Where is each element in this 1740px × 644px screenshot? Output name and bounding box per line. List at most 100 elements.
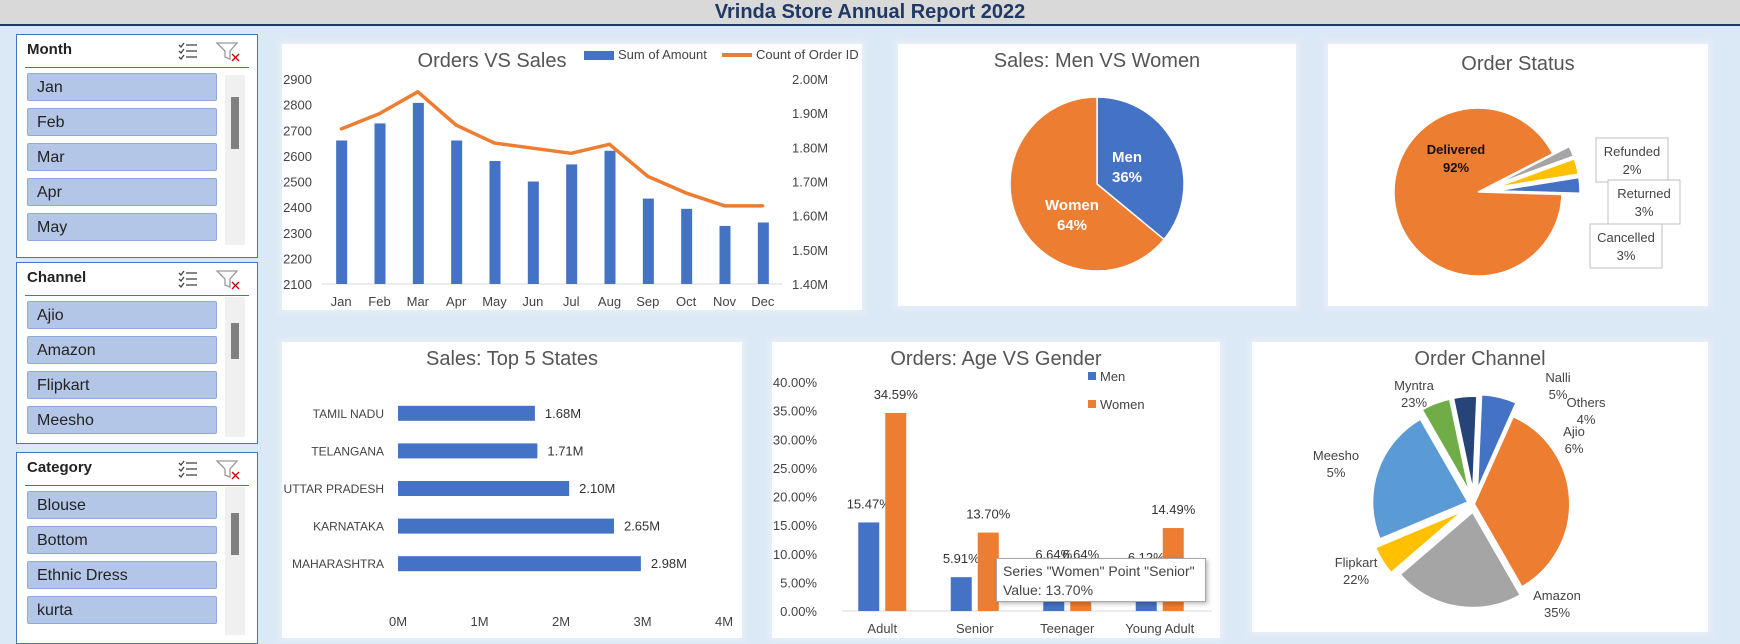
slicer-divider	[25, 67, 249, 68]
slicer-item-bottom[interactable]: Bottom	[27, 526, 217, 554]
order-channel-card: Order Channel Amazon 35% Flipkart 22% Meesho 5…	[1252, 342, 1708, 632]
x-axis-tick: Sep	[636, 294, 659, 309]
left-axis-tick: 2400	[283, 200, 312, 215]
pie-slice-returned	[1495, 157, 1580, 189]
line-point-count-of-order-id	[339, 127, 343, 131]
men-vs-women-chart: Sales: Men VS Women Men 36% Women 64%	[994, 50, 1200, 272]
slicer-item-amazon[interactable]: Amazon	[27, 336, 217, 364]
bar-state	[398, 405, 535, 421]
pie-slice-delivered	[1393, 107, 1563, 277]
slicer-scrollbar[interactable]	[225, 487, 245, 635]
slicer-scrollbar[interactable]	[225, 75, 245, 245]
multi-select-icon[interactable]	[178, 460, 197, 478]
pie-label-men: Men	[1112, 149, 1142, 166]
chart-title: Order Status	[1461, 53, 1574, 75]
right-axis-tick: 1.80M	[792, 140, 828, 155]
left-axis-tick: 2700	[283, 123, 312, 138]
bar-women	[977, 532, 999, 611]
report-title-bar: Vrinda Store Annual Report 2022	[0, 0, 1740, 26]
clear-filter-icon[interactable]	[215, 270, 240, 290]
callout-box-cancelled	[1589, 223, 1663, 269]
callout-box-returned	[1607, 179, 1681, 225]
month-slicer-title: Month	[27, 41, 72, 58]
pie-slice-amazon	[1472, 415, 1571, 589]
slicer-scrollbar[interactable]	[225, 297, 245, 437]
clear-filter-icon[interactable]	[215, 42, 240, 62]
pie-label-women: Women	[1045, 197, 1099, 214]
bar-value-label: 5.91%	[943, 551, 980, 566]
bar-value-label: 2.98M	[651, 556, 687, 571]
legend-swatch-men	[1088, 372, 1096, 380]
multi-select-icon[interactable]	[178, 270, 197, 288]
x-axis-tick: Nov	[713, 294, 737, 309]
bar-sum-of-amount	[489, 161, 501, 284]
x-axis-tick: Apr	[446, 294, 467, 309]
line-point-count-of-order-id	[454, 123, 458, 127]
slicer-item-may[interactable]: May	[27, 213, 217, 241]
slicer-item-ajio[interactable]: Ajio	[27, 301, 217, 329]
report-title: Vrinda Store Annual Report 2022	[714, 1, 1026, 23]
right-axis-tick: 1.60M	[792, 209, 828, 224]
line-point-count-of-order-id	[761, 204, 765, 208]
x-axis-tick: Dec	[751, 294, 775, 309]
multi-select-icon[interactable]	[178, 42, 197, 60]
left-axis-tick: 2200	[283, 251, 312, 266]
pie-label-delivered: Delivered	[1427, 142, 1486, 157]
line-point-count-of-order-id	[608, 142, 611, 146]
pie-label-myntra: Myntra	[1394, 378, 1435, 393]
slicer-scrollbar-thumb[interactable]	[231, 513, 239, 555]
y-axis-tick: 15.00%	[773, 518, 818, 533]
x-axis-tick: Jun	[522, 294, 543, 309]
slicer-divider	[25, 295, 249, 296]
pie-slice-nalli	[1420, 397, 1471, 494]
pie-pct-ajio: 6%	[1565, 441, 1584, 456]
clear-filter-icon[interactable]	[215, 460, 240, 480]
pie-label-amazon: Amazon	[1533, 588, 1581, 603]
x-axis-tick: Feb	[368, 294, 390, 309]
slicer-item-mar[interactable]: Mar	[27, 143, 217, 171]
x-axis-tick: 1M	[470, 614, 488, 629]
slicer-toolbar	[177, 457, 247, 486]
top5-states-chart: Sales: Top 5 States TAMIL NADU 1.68M TELANG…	[284, 348, 733, 629]
right-axis-tick: 1.90M	[792, 106, 828, 121]
pie-pct-amazon: 35%	[1544, 605, 1570, 620]
chart-title: Orders: Age VS Gender	[890, 348, 1102, 370]
bar-state	[398, 518, 614, 534]
slicer-item-flipkart[interactable]: Flipkart	[27, 371, 217, 399]
pie-label-others: Others	[1566, 395, 1606, 410]
bar-sum-of-amount	[336, 140, 348, 284]
bar-value-label: 15.47%	[847, 496, 892, 511]
slicer-item-meesho[interactable]: Meesho	[27, 406, 217, 434]
pie-pct-delivered: 92%	[1443, 160, 1469, 175]
legend-swatch-women	[1088, 400, 1096, 408]
line-count-of-order-id	[340, 90, 763, 208]
x-axis-tick: 4M	[715, 614, 733, 629]
pie-pct-meesho: 5%	[1327, 465, 1346, 480]
slicer-item-jan[interactable]: Jan	[27, 73, 217, 101]
legend-swatch-sum-of-amount	[584, 51, 614, 60]
bar-sum-of-amount	[757, 222, 769, 284]
slicer-item-ethnic-dress[interactable]: Ethnic Dress	[27, 561, 217, 589]
order-status-card: Order Status Delivered 92% Refunded 2% Return…	[1328, 44, 1708, 306]
pie-pct-refunded: 2%	[1623, 162, 1642, 177]
slicer-scrollbar-thumb[interactable]	[231, 97, 239, 149]
slicer-item-kurta[interactable]: kurta	[27, 596, 217, 624]
bar-value-label: 1.68M	[545, 406, 581, 421]
right-axis-tick: 1.40M	[792, 277, 828, 292]
slicer-scrollbar-thumb[interactable]	[231, 323, 239, 359]
y-axis-tick: 10.00%	[773, 547, 818, 562]
pie-pct-women: 64%	[1057, 217, 1087, 234]
y-axis-tick: TELANGANA	[311, 444, 384, 458]
legend-label-men: Men	[1100, 369, 1125, 384]
pie-label-ajio: Ajio	[1563, 424, 1585, 439]
right-axis-tick: 1.50M	[792, 243, 828, 258]
x-axis-tick: Adult	[867, 621, 897, 636]
bar-sum-of-amount	[681, 208, 693, 284]
y-axis-tick: 20.00%	[773, 490, 818, 505]
slicer-item-feb[interactable]: Feb	[27, 108, 217, 136]
bar-sum-of-amount	[604, 150, 616, 284]
slicer-item-blouse[interactable]: Blouse	[27, 491, 217, 519]
slicer-toolbar	[177, 267, 247, 296]
y-axis-tick: 0.00%	[780, 604, 817, 619]
slicer-item-apr[interactable]: Apr	[27, 178, 217, 206]
